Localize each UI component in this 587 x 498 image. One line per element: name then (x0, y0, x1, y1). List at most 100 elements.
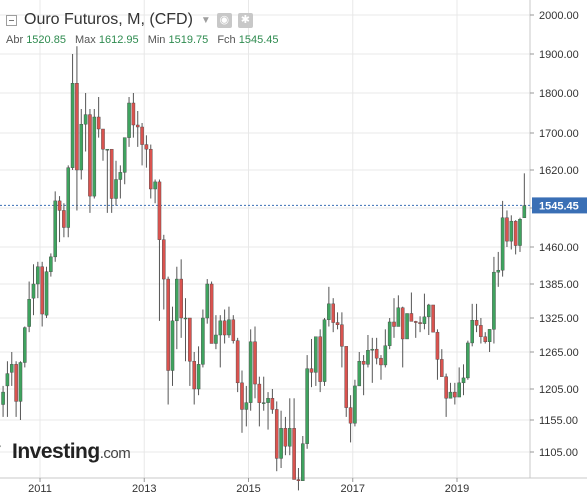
candle-body (244, 402, 249, 410)
candle-body (127, 102, 131, 138)
candle-body (274, 409, 279, 459)
candle-body (188, 317, 192, 362)
candle-body (379, 357, 383, 366)
candle-body (505, 217, 509, 242)
candle-body (348, 407, 353, 424)
x-tick-label: 2017 (341, 483, 365, 495)
candle-body (440, 359, 444, 377)
candle-body (270, 398, 275, 410)
candle-body (144, 144, 149, 150)
candle-body (409, 313, 414, 322)
candle-body (479, 325, 483, 337)
high-value: 1612.95 (98, 34, 139, 46)
candle-body (62, 210, 66, 228)
candle-body (353, 385, 357, 424)
candle-body (209, 283, 214, 344)
candles (0, 46, 527, 491)
candle-body (23, 327, 27, 363)
candle-body (227, 319, 231, 336)
candle-body (53, 200, 57, 258)
candle-body (31, 283, 36, 299)
candle-body (27, 299, 31, 327)
candle-body (140, 126, 144, 145)
candle-body (157, 181, 162, 240)
candle-body (309, 368, 314, 373)
candle-body (1, 391, 5, 405)
candle-body (492, 271, 496, 330)
candle-body (253, 341, 257, 385)
candle-body (335, 322, 340, 325)
ohlc-readout: Abr 1520.85 Max 1612.95 Min 1519.75 Fch … (6, 34, 284, 46)
candle-body (170, 320, 175, 371)
collapse-icon[interactable] (6, 14, 17, 26)
last-price-badge (532, 197, 587, 214)
candle-body (301, 443, 305, 481)
candle-body (88, 114, 92, 197)
candle-body (513, 220, 518, 246)
candle-body (500, 217, 505, 271)
candle-body (418, 322, 422, 324)
y-tick-label: 2000.00 (539, 10, 579, 22)
close-value: 1545.45 (238, 34, 279, 46)
candle-body (396, 307, 401, 327)
y-axis: 1105.00 1155.00 1205.00 1265.00 1325.00 1385.… (530, 10, 579, 459)
candle-body (453, 391, 457, 398)
eye-icon[interactable]: ◉ (216, 12, 232, 28)
candle-body (201, 317, 205, 365)
candle-body (66, 167, 71, 228)
candle-body (474, 320, 479, 326)
candle-body (435, 331, 440, 360)
candle-body (444, 376, 448, 399)
candle-body (296, 479, 301, 481)
candle-body (96, 116, 101, 130)
candle-body (222, 320, 227, 336)
y-tick-label: 1155.00 (539, 415, 578, 427)
low-label: Min (147, 34, 166, 46)
candle-body (518, 219, 522, 246)
gear-icon[interactable]: ✱ (237, 12, 253, 28)
candle-body (218, 320, 223, 336)
x-tick-label: 2011 (28, 483, 52, 495)
candle-body (257, 383, 262, 403)
candle-body (214, 334, 218, 344)
candle-body (496, 269, 501, 273)
candle-body (279, 428, 283, 459)
candle-body (231, 319, 236, 341)
y-tick-label: 1620.00 (539, 165, 579, 177)
candle-body (448, 391, 453, 399)
candle-body (266, 398, 270, 403)
candle-body (205, 283, 210, 319)
candle-body (405, 313, 409, 340)
candle-body (361, 361, 366, 365)
chevron-down-icon[interactable]: ▼ (200, 14, 211, 26)
candle-body (422, 316, 427, 324)
candle-body (5, 373, 10, 387)
candle-body (457, 382, 461, 398)
candle-body (261, 402, 266, 404)
investing-logo: Investing.com (12, 440, 131, 464)
chart-title: Ouro Futuros, M, (CFD) (24, 11, 193, 28)
candle-body (461, 377, 466, 384)
candle-body (426, 304, 431, 318)
candle-body (387, 321, 392, 346)
candle-body (70, 83, 75, 168)
candle-body (101, 128, 105, 150)
candle-body (135, 124, 140, 128)
candle-body (509, 220, 514, 242)
low-value: 1519.75 (168, 34, 209, 46)
candle-body (318, 336, 322, 382)
logo-suffix: .com (99, 445, 131, 462)
candle-body (413, 321, 418, 323)
y-tick-label: 1105.00 (539, 447, 578, 459)
chart-header: Ouro Futuros, M, (CFD) ▼ ◉ ✱ (6, 10, 253, 30)
y-tick-label: 1385.00 (539, 279, 579, 291)
candle-body (470, 320, 474, 344)
candle-body (153, 181, 157, 190)
candle-body (75, 83, 79, 171)
candle-body (40, 266, 44, 315)
y-tick-label: 1800.00 (539, 88, 579, 100)
candle-body (79, 123, 84, 171)
candle-body (92, 116, 97, 197)
